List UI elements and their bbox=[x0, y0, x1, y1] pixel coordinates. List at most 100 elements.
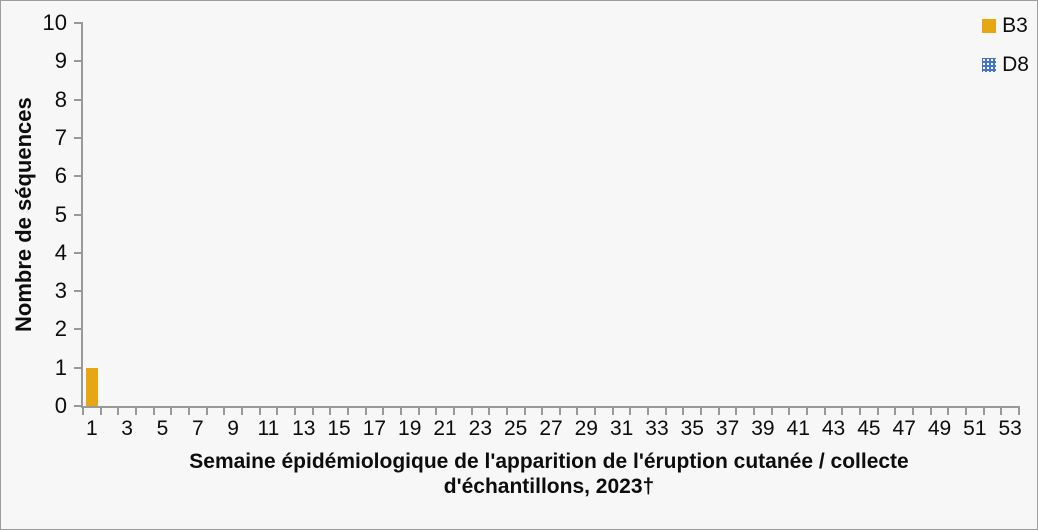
x-axis-tick-label: 21 bbox=[433, 417, 457, 440]
x-axis-tick bbox=[894, 406, 897, 415]
x-axis-tick bbox=[735, 406, 738, 415]
x-axis-tick bbox=[346, 406, 349, 415]
x-axis-tick bbox=[1000, 406, 1003, 415]
x-axis-tick bbox=[399, 406, 402, 415]
x-axis-tick bbox=[541, 406, 544, 415]
y-axis-tick bbox=[74, 98, 83, 101]
y-axis-tick bbox=[74, 60, 83, 63]
x-axis-tick bbox=[470, 406, 473, 415]
x-axis-tick-label: 17 bbox=[362, 417, 387, 440]
x-axis-tick bbox=[311, 406, 314, 415]
x-axis-tick-label: 3 bbox=[121, 417, 133, 440]
y-axis-tick-label: 7 bbox=[54, 124, 67, 150]
x-axis-tick bbox=[505, 406, 508, 415]
x-axis-tick bbox=[982, 406, 985, 415]
x-axis-tick bbox=[753, 406, 756, 415]
x-axis-tick bbox=[647, 406, 650, 415]
x-axis-tick bbox=[293, 406, 296, 415]
y-axis-tick bbox=[74, 175, 83, 178]
x-axis-tick-label: 5 bbox=[156, 417, 169, 440]
x-axis-tick bbox=[152, 406, 155, 415]
x-axis-tick bbox=[117, 406, 120, 415]
x-axis-tick-label: 7 bbox=[191, 417, 204, 440]
x-axis-tick-label: 53 bbox=[998, 417, 1022, 440]
x-axis-tick-label: 49 bbox=[927, 417, 952, 440]
x-axis-title-line-2: d'échantillons, 2023† bbox=[443, 475, 655, 498]
x-axis-tick bbox=[82, 406, 84, 415]
legend: B3 D8 bbox=[982, 14, 1029, 77]
x-axis-title: Semaine épidémiologique de l'apparition … bbox=[81, 449, 1017, 499]
x-axis-tick bbox=[700, 406, 703, 415]
x-axis-tick bbox=[558, 406, 561, 415]
x-axis-tick bbox=[594, 406, 597, 415]
y-axis-tick bbox=[74, 328, 83, 331]
x-axis-tick bbox=[276, 406, 279, 415]
x-axis-tick-label: 43 bbox=[821, 417, 846, 440]
x-axis-tick-label: 1 bbox=[86, 417, 98, 440]
x-axis-tick bbox=[488, 406, 491, 415]
y-axis-tick-label: 2 bbox=[54, 316, 67, 342]
y-axis-tick-label: 10 bbox=[42, 10, 67, 35]
y-axis-tick bbox=[74, 251, 83, 254]
x-axis-tick bbox=[947, 406, 950, 415]
x-axis-tick-label: 27 bbox=[539, 417, 563, 440]
x-axis-tick bbox=[717, 406, 720, 415]
x-axis-tick bbox=[876, 406, 879, 415]
x-axis-tick-label: 47 bbox=[892, 417, 916, 440]
y-axis-tick-label: 9 bbox=[54, 48, 67, 74]
x-axis-tick bbox=[965, 406, 968, 415]
x-axis-tick bbox=[417, 406, 420, 415]
x-axis-tick-label: 35 bbox=[680, 417, 704, 440]
plot-area: 0 1 2 3 4 5 6 7 8 9 10 1 3 5 7 9 11 13 15 17 19 21 23 25 27 29 31 3… bbox=[43, 10, 1022, 440]
x-axis-tick bbox=[134, 406, 137, 415]
x-axis-tick bbox=[912, 406, 915, 415]
x-axis-tick bbox=[329, 406, 332, 415]
legend-swatch-d8 bbox=[982, 58, 997, 72]
x-axis-tick-label: 37 bbox=[715, 417, 740, 440]
x-axis-tick-label: 51 bbox=[963, 417, 987, 440]
legend-label-d8: D8 bbox=[1002, 53, 1029, 76]
x-axis-title-line-1: Semaine épidémiologique de l'apparition … bbox=[189, 450, 909, 473]
x-axis-tick bbox=[258, 406, 261, 415]
x-axis-tick bbox=[435, 406, 438, 415]
x-axis-tick-label: 39 bbox=[751, 417, 775, 440]
x-axis-tick bbox=[452, 406, 455, 415]
x-axis-tick-label: 13 bbox=[292, 417, 316, 440]
x-axis-tick bbox=[205, 406, 208, 415]
legend-item-b3: B3 bbox=[982, 14, 1029, 38]
x-axis-tick-label: 41 bbox=[786, 417, 810, 440]
y-axis-tick-label: 5 bbox=[54, 201, 67, 227]
x-axis-tick bbox=[364, 406, 367, 415]
y-axis-tick bbox=[74, 213, 83, 216]
x-axis-tick bbox=[187, 406, 190, 415]
y-axis-tick-label: 6 bbox=[54, 163, 67, 189]
x-axis-tick bbox=[576, 406, 579, 415]
x-axis-tick bbox=[859, 406, 862, 415]
x-axis-tick bbox=[99, 406, 102, 415]
x-axis-tick bbox=[682, 406, 685, 415]
legend-swatch-b3 bbox=[982, 19, 997, 33]
x-axis-tick bbox=[382, 406, 385, 415]
x-axis-tick bbox=[929, 406, 932, 415]
x-axis-tick-label: 25 bbox=[503, 417, 528, 440]
y-axis-tick-label: 1 bbox=[54, 354, 67, 380]
x-axis-tick bbox=[1018, 406, 1020, 415]
y-axis-tick-label: 3 bbox=[54, 278, 67, 304]
y-axis-tick-label: 0 bbox=[54, 393, 67, 418]
x-axis-tick-label: 9 bbox=[227, 417, 239, 440]
y-axis-tick bbox=[74, 136, 83, 139]
x-axis-tick bbox=[823, 406, 826, 415]
x-axis-tick bbox=[841, 406, 844, 415]
x-axis-tick bbox=[664, 406, 667, 415]
x-axis-tick-label: 15 bbox=[327, 417, 351, 440]
y-axis-tick bbox=[74, 366, 83, 369]
legend-label-b3: B3 bbox=[1002, 14, 1028, 37]
x-axis-tick-label: 11 bbox=[257, 417, 280, 440]
x-axis-tick bbox=[170, 406, 173, 415]
x-axis-tick-label: 29 bbox=[574, 417, 598, 440]
x-axis-tick bbox=[788, 406, 791, 415]
y-axis-tick-label: 8 bbox=[54, 86, 67, 112]
x-axis-tick bbox=[523, 406, 526, 415]
x-axis-tick-label: 45 bbox=[857, 417, 881, 440]
